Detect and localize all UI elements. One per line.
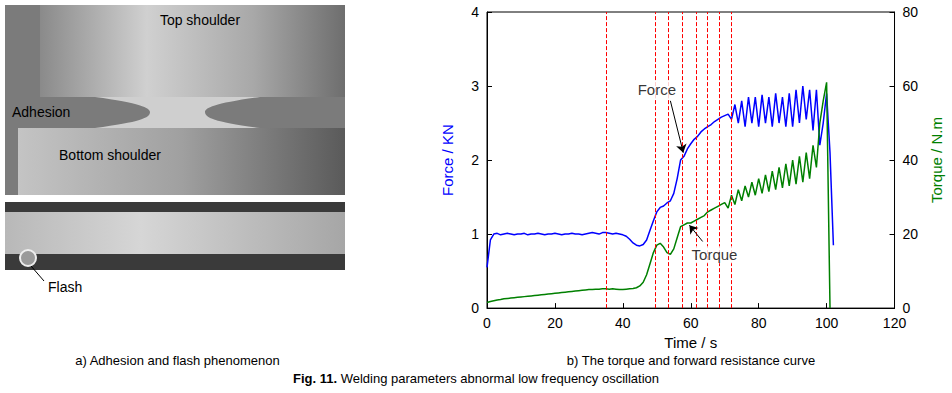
svg-text:Flash: Flash (48, 279, 82, 295)
html-text:Fig. 11. Welding parameters ab: Fig. 11. Welding parameters abnormal low… (292, 371, 659, 386)
svg-text:Force: Force (638, 81, 676, 98)
svg-text:40: 40 (903, 152, 919, 168)
html-text:b) The torque and forward resi: b) The torque and forward resistance cur… (566, 353, 816, 368)
svg-text:3: 3 (471, 78, 479, 94)
svg-text:2: 2 (471, 152, 479, 168)
svg-text:Force / KN: Force / KN (439, 124, 456, 196)
svg-text:0: 0 (483, 315, 491, 331)
svg-text:1: 1 (471, 226, 479, 242)
svg-text:20: 20 (903, 226, 919, 242)
svg-text:Torque / N.m: Torque / N.m (928, 117, 945, 203)
svg-text:4: 4 (471, 4, 479, 20)
svg-text:Torque: Torque (692, 246, 738, 263)
svg-text:20: 20 (547, 315, 563, 331)
svg-text:Time / s: Time / s (664, 334, 717, 351)
svg-text:Bottom shoulder: Bottom shoulder (59, 147, 161, 163)
svg-text:Top shoulder: Top shoulder (160, 12, 241, 28)
svg-text:80: 80 (903, 4, 919, 20)
svg-text:0: 0 (903, 300, 911, 316)
svg-text:80: 80 (751, 315, 767, 331)
svg-text:Adhesion: Adhesion (12, 104, 70, 120)
svg-text:60: 60 (683, 315, 699, 331)
svg-text:40: 40 (615, 315, 631, 331)
svg-text:0: 0 (471, 300, 479, 316)
svg-text:60: 60 (903, 78, 919, 94)
svg-text:100: 100 (815, 315, 839, 331)
svg-text:120: 120 (883, 315, 907, 331)
html-text:a) Adhesion and flash phenomen: a) Adhesion and flash phenomenon (75, 353, 280, 368)
